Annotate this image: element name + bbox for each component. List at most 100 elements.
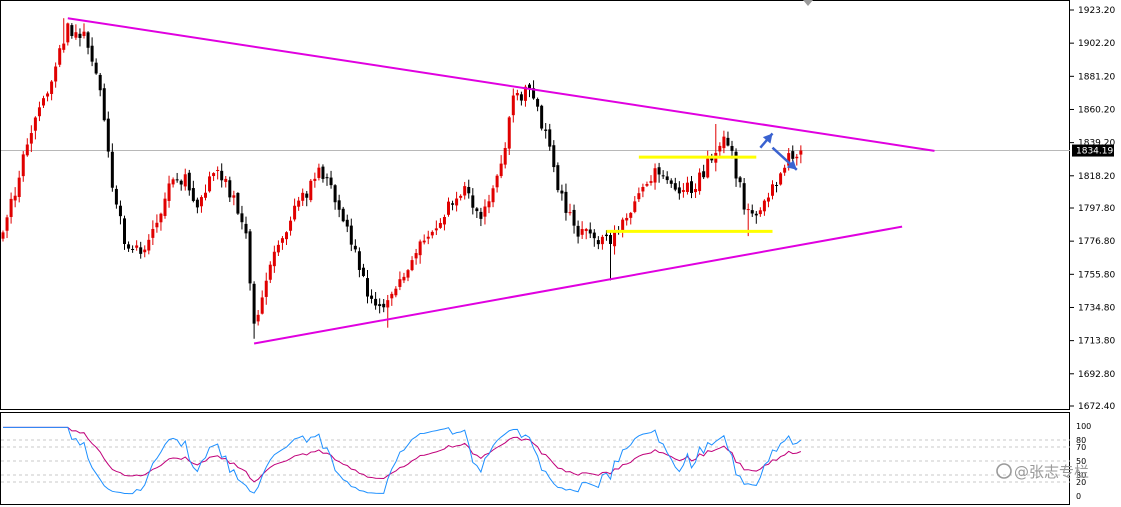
candle: [463, 181, 467, 200]
candle-body: [159, 213, 163, 223]
candle: [33, 116, 37, 140]
price-tick-label: 1839.20: [1078, 139, 1115, 149]
upper-trend-line[interactable]: [67, 17, 935, 152]
candle-body: [515, 93, 519, 96]
arrow-down-head: [786, 160, 797, 170]
candle-body: [127, 244, 131, 249]
candle-body: [718, 145, 722, 152]
candle: [584, 227, 588, 240]
candle: [734, 148, 738, 187]
candle: [738, 175, 742, 188]
arrow-up[interactable]: [759, 132, 774, 149]
candle: [195, 197, 199, 214]
candle: [357, 247, 361, 278]
candle-body: [90, 45, 94, 62]
candle: [677, 181, 681, 200]
candle-body: [317, 167, 321, 178]
candle: [58, 44, 62, 68]
candle: [293, 198, 297, 222]
candle: [66, 22, 70, 46]
candle: [528, 82, 531, 98]
candle-body: [25, 144, 29, 156]
candle: [702, 164, 706, 180]
candle: [455, 191, 459, 212]
candle: [422, 234, 426, 245]
rsi-tick-label: 100: [1076, 422, 1091, 431]
candle-body: [754, 213, 758, 216]
candle: [491, 185, 495, 208]
candle: [442, 214, 446, 231]
candle: [657, 162, 661, 183]
candle: [301, 188, 305, 206]
candle: [382, 299, 386, 313]
candle-body: [5, 217, 9, 231]
candle: [544, 123, 548, 139]
candle-body: [657, 167, 661, 175]
candle-body: [455, 198, 459, 206]
candle: [467, 179, 471, 199]
arrow-down[interactable]: [771, 146, 798, 171]
candle: [633, 196, 637, 214]
candle: [366, 269, 369, 304]
candle-body: [698, 172, 702, 192]
candle-body: [171, 179, 175, 185]
candle: [698, 168, 702, 195]
candle-body: [799, 150, 803, 155]
rsi-tick-label: 50: [1076, 457, 1086, 466]
candle-body: [46, 93, 50, 97]
candle-body: [82, 31, 86, 36]
candle: [70, 23, 74, 39]
candle: [139, 241, 143, 259]
lower-trend-line[interactable]: [253, 225, 903, 345]
candle: [37, 101, 41, 122]
candle: [118, 200, 122, 225]
candle: [669, 178, 673, 188]
candle-body: [771, 184, 774, 196]
candle: [110, 143, 114, 192]
candle-body: [779, 173, 783, 185]
candle: [13, 187, 17, 208]
candle: [17, 170, 21, 203]
candle-body: [471, 195, 475, 208]
candle-body: [297, 200, 301, 207]
candle-body: [775, 184, 779, 186]
candle-body: [442, 216, 446, 225]
candle-body: [491, 188, 495, 203]
price-layer: [1, 17, 1070, 345]
candle: [155, 214, 159, 233]
candle-body: [511, 95, 515, 116]
candle: [313, 172, 317, 188]
candle: [175, 172, 179, 183]
candle-body: [394, 288, 398, 296]
candle-body: [742, 183, 746, 210]
candle-body: [787, 153, 791, 166]
candle: [438, 218, 442, 229]
candle: [390, 291, 394, 306]
arrow-up-head: [762, 133, 773, 144]
candle: [600, 234, 604, 250]
candle-body: [629, 212, 633, 218]
watermark: @张志专栏: [996, 463, 1089, 481]
candle-body: [321, 166, 325, 179]
candle: [114, 185, 118, 209]
candle: [337, 194, 341, 218]
candle: [487, 194, 491, 214]
candle: [252, 281, 256, 339]
candle-body: [264, 280, 268, 297]
candle-body: [552, 145, 556, 168]
candle: [74, 24, 78, 40]
candle-body: [661, 175, 665, 177]
candle: [507, 115, 511, 155]
candle: [78, 28, 82, 47]
candle: [240, 205, 244, 230]
candle: [325, 173, 329, 186]
candle: [418, 239, 422, 264]
chart-shift-marker[interactable]: [803, 0, 813, 6]
candle: [106, 111, 110, 158]
candle-body: [604, 234, 608, 237]
candle: [260, 290, 264, 315]
candle-body: [386, 300, 390, 308]
candle-body: [576, 225, 580, 237]
candle: [370, 289, 374, 304]
